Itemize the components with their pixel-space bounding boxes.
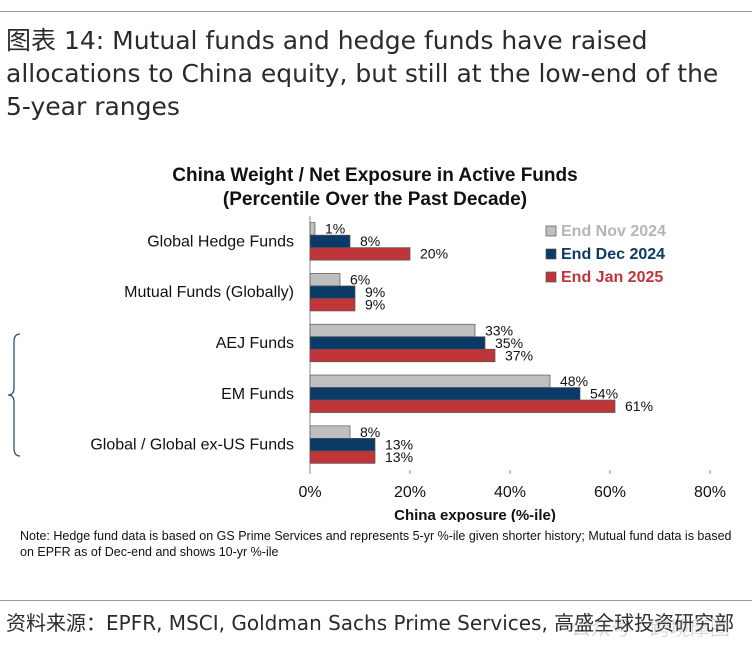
data-label: 37% xyxy=(505,347,533,363)
bar xyxy=(309,336,486,350)
category-label: Mutual Funds (Globally) xyxy=(124,284,294,301)
category-label: EM Funds xyxy=(221,386,294,403)
x-axis-label: China exposure (%-ile) xyxy=(394,507,556,522)
data-label: 13% xyxy=(385,436,413,452)
bar xyxy=(309,222,316,236)
data-label: 9% xyxy=(365,284,385,300)
data-label: 54% xyxy=(590,386,618,402)
data-label: 6% xyxy=(350,271,370,287)
bar xyxy=(309,285,356,299)
x-tick-label: 40% xyxy=(494,484,526,501)
bar xyxy=(309,399,616,413)
category-label: AEJ Funds xyxy=(216,335,294,352)
data-label: 61% xyxy=(625,398,653,414)
bar xyxy=(309,298,356,312)
chart-title: China Weight / Net Exposure in Active Fu… xyxy=(172,165,577,186)
bar xyxy=(309,273,341,287)
chart-note: Note: Hedge fund data is based on GS Pri… xyxy=(20,529,732,559)
x-tick-label: 80% xyxy=(694,484,726,501)
legend: End Nov 2024 End Dec 2024 End Jan 2025 xyxy=(545,223,666,286)
data-label: 8% xyxy=(360,424,380,440)
legend-swatch xyxy=(545,248,557,260)
figure-headline: 图表 14: Mutual funds and hedge funds have… xyxy=(6,26,719,121)
x-tick-label: 20% xyxy=(394,484,426,501)
bar-chart: China Weight / Net Exposure in Active Fu… xyxy=(90,165,726,522)
legend-swatch xyxy=(545,225,557,237)
data-label: 33% xyxy=(485,322,513,338)
data-label: 48% xyxy=(560,373,588,389)
data-label: 9% xyxy=(365,296,385,312)
x-tick-label: 0% xyxy=(298,484,321,501)
top-divider xyxy=(0,11,752,12)
bottom-divider xyxy=(0,600,752,601)
category-label: Global Hedge Funds xyxy=(147,233,294,250)
watermark: 公众号 · 跨境摩图 xyxy=(570,616,730,640)
data-label: 8% xyxy=(360,233,380,249)
bar xyxy=(309,425,351,439)
legend-swatch xyxy=(545,271,557,283)
x-tick-label: 60% xyxy=(594,484,626,501)
bar xyxy=(309,450,376,464)
bracket-icon xyxy=(7,333,21,457)
chart-subtitle: (Percentile Over the Past Decade) xyxy=(223,189,527,210)
data-label: 13% xyxy=(385,449,413,465)
bar xyxy=(309,438,376,452)
data-label: 35% xyxy=(495,335,523,351)
bar xyxy=(309,374,551,388)
bar xyxy=(309,234,351,249)
bar xyxy=(309,323,476,338)
legend-label: End Nov 2024 xyxy=(561,223,666,240)
bar xyxy=(309,387,581,401)
plot-area: Global Hedge Funds 1% 8% 20% Mutual Funds (G… xyxy=(90,216,726,501)
legend-label: End Jan 2025 xyxy=(561,269,663,286)
source-line: 资料来源：EPFR, MSCI, Goldman Sachs Prime Ser… xyxy=(6,611,735,635)
data-label: 20% xyxy=(420,246,448,262)
bar xyxy=(309,247,411,261)
bar xyxy=(309,348,496,363)
legend-label: End Dec 2024 xyxy=(561,246,665,263)
data-label: 1% xyxy=(325,221,345,237)
category-label: Global / Global ex-US Funds xyxy=(90,437,294,454)
